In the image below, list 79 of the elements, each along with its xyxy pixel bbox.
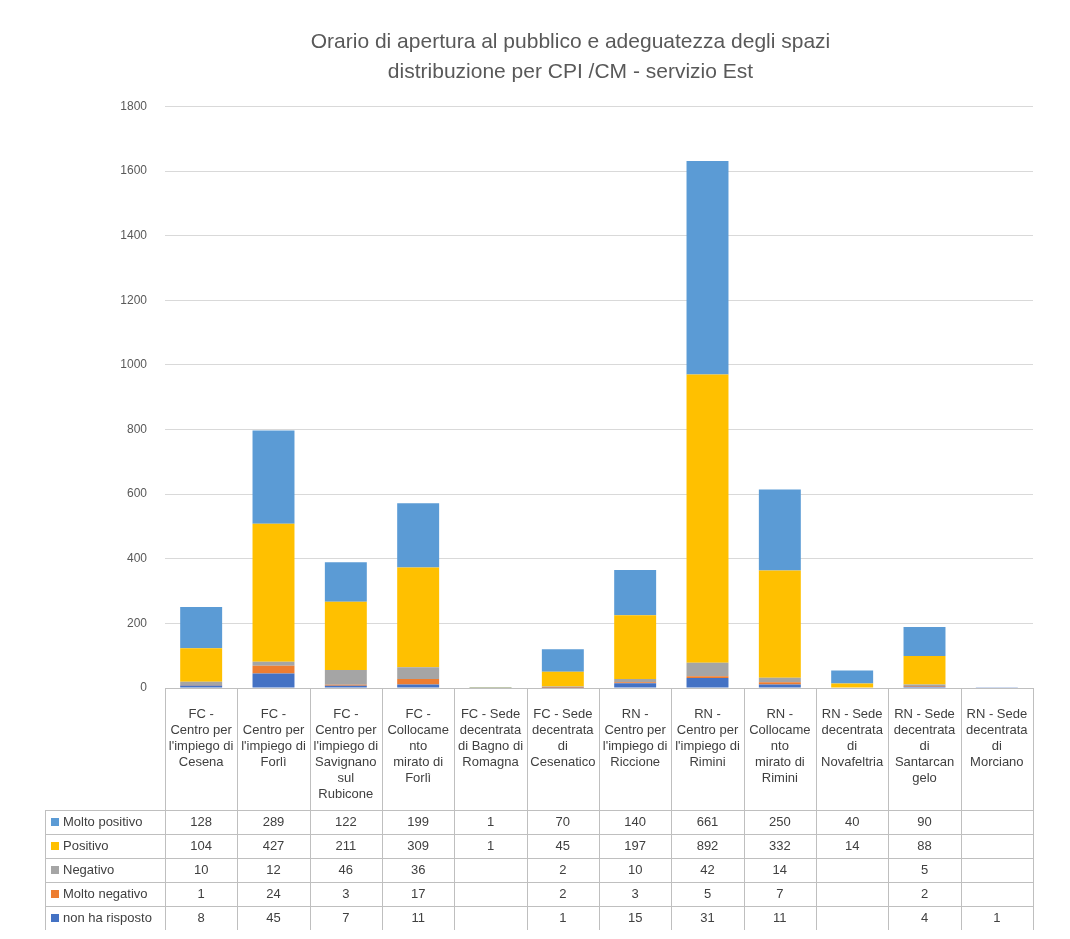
data-label: 15 [627,909,643,925]
data-label: 11 [773,909,787,925]
data-label: 211 [335,837,357,853]
data-label: 10 [193,861,209,877]
data-label: 5 [920,861,929,877]
chart-title: Orario di apertura al pubblico e adeguatezza degli spazi [310,29,831,53]
data-label: 2 [559,885,567,901]
data-label: 7 [342,909,350,925]
data-label: 4 [920,909,929,925]
data-label: 1 [197,885,205,901]
data-label: 892 [696,837,719,853]
x-tick-label: RN - Centro per l'impiego di Rimini [675,706,740,770]
data-label: 8 [197,909,205,925]
data-label: 24 [266,885,281,901]
data-label: 140 [624,813,647,829]
data-label: 11 [411,909,425,925]
y-tick-label: 600 [126,486,148,501]
legend-label: Molto positivo [63,813,143,829]
data-label: 36 [410,861,426,877]
data-label: 332 [768,837,791,853]
data-label: 2 [920,885,929,901]
data-label: 3 [342,885,350,901]
legend-label: Negativo [63,861,115,877]
data-label: 289 [262,813,285,829]
x-tick-label: RN - Collocamento mirato di Rimini [749,706,811,786]
data-label: 45 [555,837,571,853]
data-label: 31 [700,909,715,925]
data-label: 427 [262,837,285,853]
y-tick-label: 1800 [120,98,148,113]
data-label: 104 [190,837,213,853]
legend-label: Positivo [63,837,109,853]
y-tick-label: 800 [126,421,148,436]
data-label: 17 [410,885,426,901]
legend-label: Molto negativo [63,885,148,901]
y-tick-label: 1200 [120,292,148,307]
y-tick-label: 0 [140,680,148,695]
data-label: 14 [844,837,860,853]
data-label: 90 [917,813,932,829]
x-tick-label: RN - Sede decentrata di Santarcangelo [893,706,956,786]
data-label: 40 [844,813,860,829]
data-label: 197 [624,837,647,853]
chart-subtitle: distribuzione per CPI /CM - servizio Est [387,58,754,82]
data-label: 1 [486,837,495,853]
data-label: 122 [334,813,357,829]
data-label: 1 [993,909,1001,925]
y-tick-label: 200 [126,615,148,630]
data-label: 5 [703,885,712,901]
x-tick-label: RN - Sede decentrata di Novafeltria [821,706,884,770]
data-label: 128 [190,813,213,829]
x-tick-label: RN - Sede decentrata di Morciano [966,706,1029,770]
data-label: 3 [631,885,639,901]
data-label: 2 [559,861,567,877]
x-tick-label: RN - Centro per l'impiego di Riccione [602,706,668,770]
y-tick-label: 1400 [120,227,148,242]
x-tick-label: FC - Sede decentrata di Cesenatico [530,706,596,770]
data-label: 88 [917,837,932,853]
x-tick-label: FC - Centro per l'impiego di Forlì [241,706,306,770]
data-label: 10 [627,861,643,877]
data-label: 42 [700,861,715,877]
data-label: 46 [338,861,354,877]
y-tick-label: 400 [126,551,148,566]
data-label: 7 [776,885,784,901]
legend-label: non ha risposto [63,909,152,925]
x-tick-label: FC - Centro per l'impiego di Cesena [168,706,234,770]
data-label: 1 [559,909,567,925]
y-tick-label: 1600 [120,163,148,178]
data-label: 70 [555,813,571,829]
x-tick-label: FC - Sede decentrata di Bagno di Romagna [457,706,524,770]
x-tick-label: FC - Collocamento mirato di Forlì [387,706,449,786]
data-label: 661 [696,813,719,829]
data-label: 14 [772,861,788,877]
data-label: 12 [266,861,281,877]
data-label: 309 [407,837,430,853]
data-label: 45 [266,909,281,925]
data-label: 1 [486,813,495,829]
data-label: 199 [407,813,430,829]
x-tick-label: FC - Centro per l'impiego di Savignano sul Rubicone [313,706,379,802]
data-label: 250 [768,813,791,829]
y-tick-label: 1000 [120,357,148,372]
